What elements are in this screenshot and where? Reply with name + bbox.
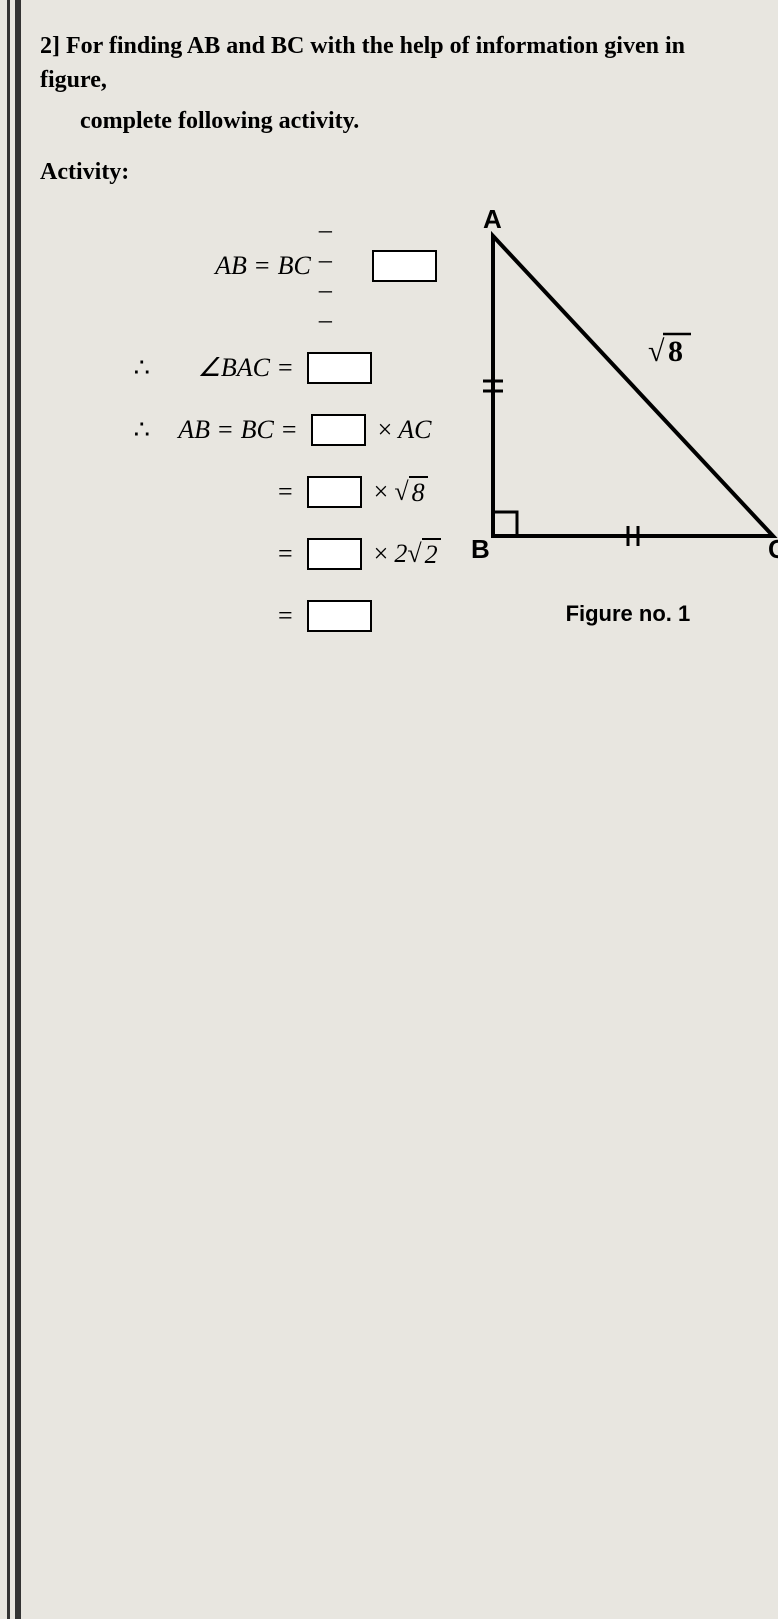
ab-label: AB [137, 251, 247, 281]
equals-5: = [278, 539, 293, 569]
bc-label-2: BC [241, 415, 274, 445]
math-line-1: AB = BC _ _ _ _ [120, 206, 443, 326]
math-line-4: = × √8 [120, 472, 443, 512]
right-angle-marker [493, 512, 517, 536]
equals-1: = [255, 251, 270, 281]
page-content: 2] For finding AB and BC with the help o… [40, 30, 753, 658]
vertex-c: C [768, 534, 778, 564]
math-line-2: ∴ ∠BAC = [120, 348, 443, 388]
equals-4: = [278, 477, 293, 507]
question-line-1: 2] For finding AB and BC with the help o… [40, 30, 753, 97]
math-steps: AB = BC _ _ _ _ ∴ ∠BAC = ∴ AB = BC = × [40, 206, 443, 658]
hypotenuse-label: √ 8 [648, 334, 691, 368]
times-2: × [374, 477, 389, 507]
blank-coef-2 [307, 476, 362, 508]
main-layout: AB = BC _ _ _ _ ∴ ∠BAC = ∴ AB = BC = × [40, 206, 753, 658]
blank-answer [307, 600, 372, 632]
question-text-1: For finding AB and BC with the help of i… [40, 33, 685, 93]
triangle [493, 236, 773, 536]
vertex-b: B [471, 534, 490, 564]
times-1: × [378, 415, 393, 445]
equals-6: = [278, 601, 293, 631]
dashes: _ _ _ _ [319, 206, 358, 326]
sqrt-value-fig: 8 [668, 335, 683, 368]
question-number: 2] [40, 33, 60, 59]
equals-2: = [278, 353, 293, 383]
blank-coef-1 [311, 414, 366, 446]
equals-3a: = [218, 415, 233, 445]
page-left-border [15, 0, 21, 1619]
triangle-figure: A B C √ 8 [463, 206, 778, 586]
blank-reason [372, 250, 437, 282]
therefore-1: ∴ [120, 353, 150, 383]
activity-label: Activity: [40, 159, 753, 186]
math-line-5: = × 2√2 [120, 534, 443, 574]
sqrt-sign-fig: √ [648, 335, 665, 368]
times-3: × [374, 539, 389, 569]
sqrt-symbol-1: √ [394, 477, 408, 507]
sqrt-symbol-2: √ [407, 539, 421, 569]
vertex-a: A [483, 206, 502, 234]
equals-3b: = [282, 415, 297, 445]
question-line-2: complete following activity. [80, 105, 753, 139]
angle-bac: ∠BAC [160, 353, 270, 383]
coef-2: 2 [394, 539, 407, 569]
math-line-6: = [120, 596, 443, 636]
sqrt-2: 2 [422, 538, 441, 570]
figure-area: A B C √ 8 Figure no. 1 [463, 206, 778, 658]
blank-angle [307, 352, 372, 384]
math-line-3: ∴ AB = BC = × AC [120, 410, 443, 450]
sqrt-8: 8 [409, 476, 428, 508]
therefore-2: ∴ [120, 415, 150, 445]
figure-caption: Figure no. 1 [566, 601, 691, 627]
ac-label: AC [398, 415, 431, 445]
bc-label: BC [278, 251, 311, 281]
ab-label-2: AB [160, 415, 210, 445]
blank-coef-3 [307, 538, 362, 570]
